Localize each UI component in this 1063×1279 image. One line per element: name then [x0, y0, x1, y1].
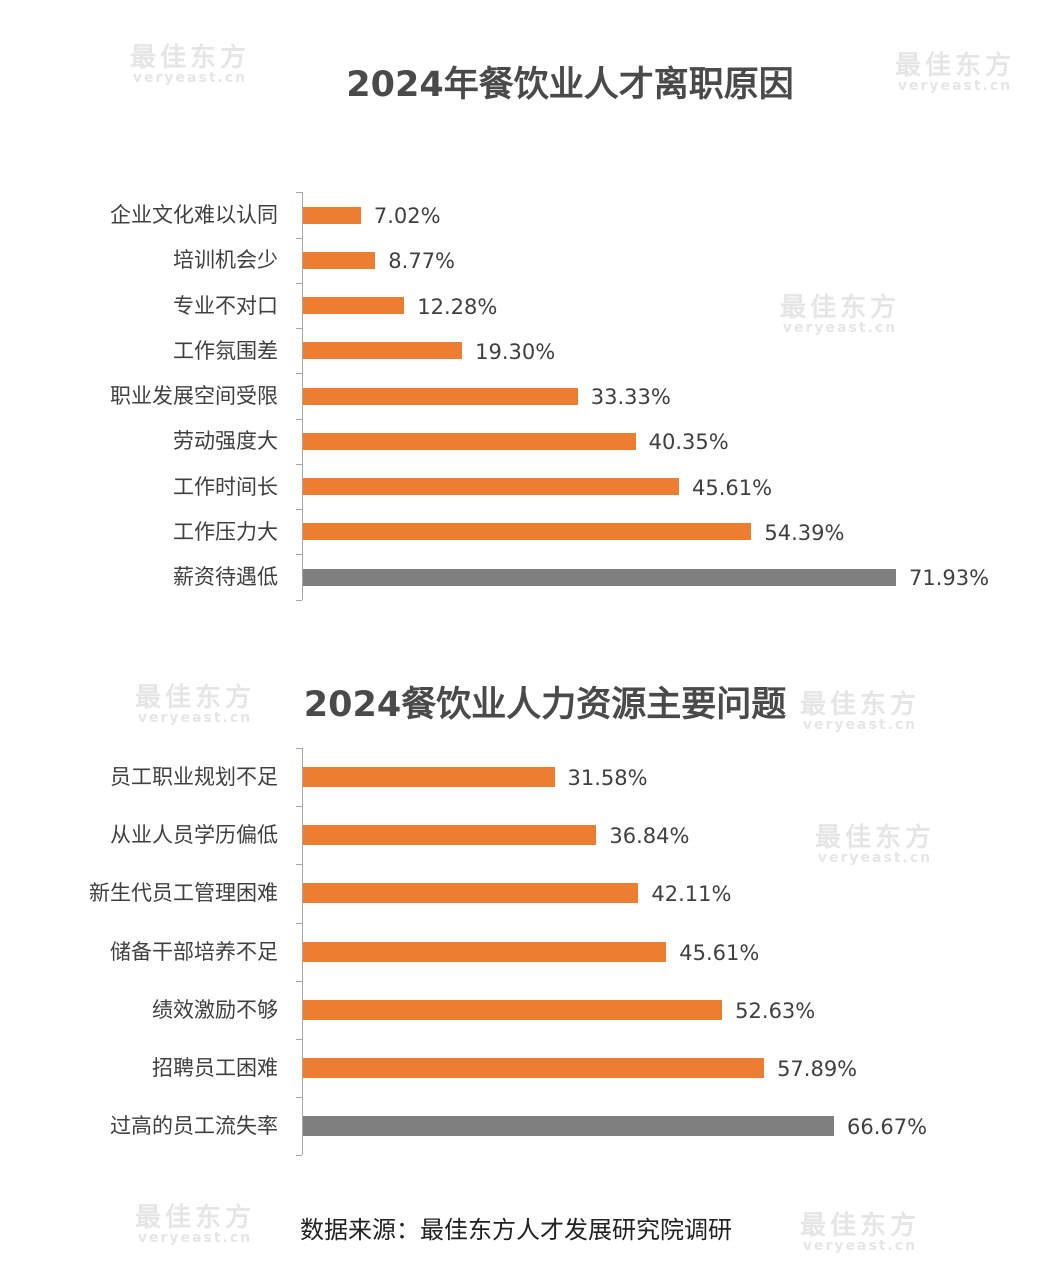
axis-tick	[296, 1155, 302, 1156]
watermark-logo: 最佳东方 veryeast.cn	[120, 685, 270, 725]
bar	[303, 206, 361, 224]
watermark-text: 最佳东方	[894, 51, 1015, 81]
category-label: 绩效激励不够	[152, 997, 278, 1022]
source-note: 数据来源：最佳东方人才发展研究院调研	[300, 1216, 732, 1244]
axis-tick	[296, 981, 302, 982]
bar	[303, 523, 752, 541]
watermark-url: veryeast.cn	[897, 78, 1013, 94]
axis-tick	[296, 238, 302, 239]
axis-tick	[296, 923, 302, 924]
bar	[303, 297, 405, 314]
watermark-logo: 最佳东方 veryeast.cn	[800, 825, 950, 865]
bar	[303, 883, 639, 904]
category-label: 工作氛围差	[173, 338, 278, 363]
category-label: 从业人员学历偏低	[110, 823, 278, 848]
data-label: 40.35%	[648, 430, 729, 455]
watermark-logo: 最佳东方 veryeast.cn	[120, 1205, 270, 1245]
watermark-url: veryeast.cn	[137, 710, 253, 726]
data-label: 57.89%	[777, 1057, 858, 1081]
data-label: 7.02%	[373, 204, 441, 228]
axis-tick	[296, 419, 302, 420]
watermark-text: 最佳东方	[129, 43, 250, 73]
data-label: 66.67%	[847, 1115, 928, 1140]
data-label: 19.30%	[475, 339, 556, 364]
category-label: 薪资待遇低	[173, 565, 278, 589]
category-label: 工作时间长	[173, 474, 278, 499]
bar	[303, 825, 597, 846]
bar	[303, 342, 463, 360]
data-label: 52.63%	[735, 998, 816, 1023]
data-label: 8.77%	[388, 249, 456, 274]
category-label: 培训机会少	[173, 248, 278, 273]
watermark-text: 最佳东方	[779, 293, 900, 323]
y-axis	[302, 192, 303, 600]
category-label: 劳动强度大	[173, 429, 278, 454]
watermark-text: 最佳东方	[799, 690, 920, 720]
axis-tick	[296, 1097, 302, 1098]
bar	[303, 251, 376, 269]
watermark-text: 最佳东方	[134, 1203, 255, 1233]
axis-tick	[296, 600, 302, 601]
category-label: 招聘员工困难	[152, 1056, 278, 1080]
axis-tick	[296, 748, 302, 749]
category-label: 员工职业规划不足	[110, 765, 278, 789]
y-axis	[302, 748, 303, 1155]
axis-tick	[296, 864, 302, 865]
watermark-url: veryeast.cn	[817, 850, 933, 866]
chart-title: 2024年餐饮业人才离职原因	[346, 65, 794, 105]
category-label: 过高的员工流失率	[110, 1114, 278, 1139]
axis-tick	[296, 373, 302, 374]
axis-tick	[296, 192, 302, 193]
axis-tick	[296, 806, 302, 807]
watermark-logo: 最佳东方 veryeast.cn	[115, 45, 265, 85]
bar	[303, 387, 578, 405]
axis-tick	[296, 509, 302, 510]
watermark-text: 最佳东方	[814, 823, 935, 853]
data-label: 33.33%	[590, 385, 671, 409]
category-label: 储备干部培养不足	[110, 939, 278, 964]
category-label: 新生代员工管理困难	[89, 881, 278, 906]
axis-tick	[296, 1039, 302, 1040]
watermark-url: veryeast.cn	[132, 70, 248, 86]
watermark-text: 最佳东方	[134, 683, 255, 713]
watermark-logo: 最佳东方 veryeast.cn	[785, 692, 935, 732]
data-label: 42.11%	[651, 882, 732, 907]
watermark-url: veryeast.cn	[137, 1230, 253, 1246]
watermark-logo: 最佳东方 veryeast.cn	[765, 295, 915, 335]
bar	[303, 568, 896, 586]
bar	[303, 1116, 834, 1137]
bar	[303, 941, 667, 962]
category-label: 职业发展空间受限	[110, 384, 278, 408]
category-label: 专业不对口	[173, 293, 278, 318]
category-label: 工作压力大	[173, 519, 278, 544]
data-label: 45.61%	[692, 475, 773, 500]
bar	[303, 1058, 765, 1078]
data-label: 12.28%	[417, 294, 498, 319]
category-label: 企业文化难以认同	[110, 203, 278, 227]
data-label: 54.39%	[764, 520, 845, 545]
bar	[303, 767, 555, 787]
data-label: 36.84%	[609, 824, 690, 849]
axis-tick	[296, 283, 302, 284]
watermark-url: veryeast.cn	[802, 1238, 918, 1254]
axis-tick	[296, 328, 302, 329]
watermark-text: 最佳东方	[799, 1211, 920, 1241]
axis-tick	[296, 554, 302, 555]
data-label: 71.93%	[909, 566, 990, 590]
watermark-url: veryeast.cn	[802, 717, 918, 733]
bar	[303, 478, 679, 495]
watermark-logo: 最佳东方 veryeast.cn	[785, 1213, 935, 1253]
axis-tick	[296, 464, 302, 465]
bar	[303, 999, 723, 1020]
data-label: 45.61%	[679, 940, 760, 965]
data-label: 31.58%	[567, 766, 648, 790]
watermark-logo: 最佳东方 veryeast.cn	[880, 53, 1030, 93]
chart-title: 2024餐饮业人力资源主要问题	[303, 685, 787, 725]
bar	[303, 432, 636, 450]
watermark-url: veryeast.cn	[782, 320, 898, 336]
